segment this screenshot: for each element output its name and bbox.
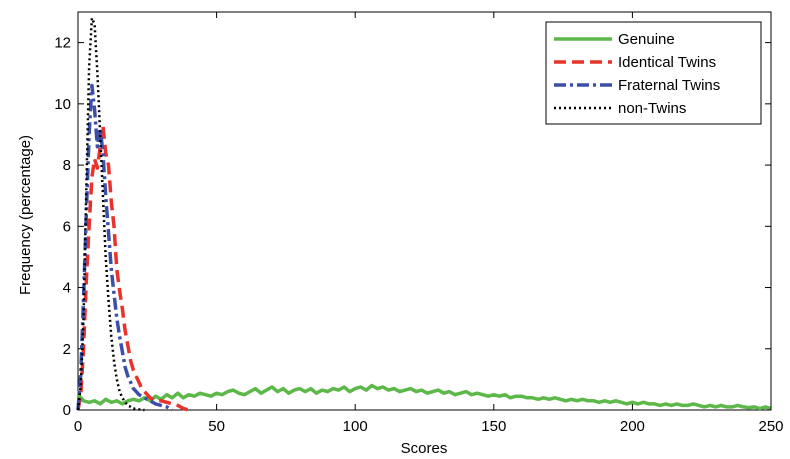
y-axis-label: Frequency (percentage) (17, 135, 34, 295)
legend-label-identical-twins: Identical Twins (618, 54, 716, 71)
series-layer (76, 16, 772, 412)
x-axis-label: Scores (401, 440, 448, 457)
y-tick-label: 10 (54, 96, 71, 113)
legend-label-genuine: Genuine (618, 31, 675, 48)
series-line-identical-twins (76, 123, 190, 412)
legend: Genuine Identical Twins Fraternal Twins … (545, 21, 762, 125)
ticks-layer: 0 50 100 150 200 250 0 2 4 6 8 10 12 (54, 12, 784, 435)
y-tick-label: 0 (63, 402, 71, 419)
y-tick-label: 8 (63, 157, 71, 174)
x-tick-label: 100 (343, 418, 368, 435)
y-tick-label: 2 (63, 341, 71, 358)
series-line-fraternal-twins (76, 83, 174, 412)
x-tick-label: 200 (620, 418, 645, 435)
x-tick-label: 50 (208, 418, 225, 435)
legend-label-non-twins: non-Twins (618, 100, 686, 117)
series-line-genuine (76, 383, 772, 411)
x-tick-label: 250 (758, 418, 783, 435)
y-tick-label: 4 (63, 280, 71, 297)
y-tick-label: 12 (54, 35, 71, 52)
x-tick-label: 0 (74, 418, 82, 435)
x-tick-label: 150 (481, 418, 506, 435)
legend-label-fraternal-twins: Fraternal Twins (618, 77, 720, 94)
y-tick-label: 6 (63, 218, 71, 235)
